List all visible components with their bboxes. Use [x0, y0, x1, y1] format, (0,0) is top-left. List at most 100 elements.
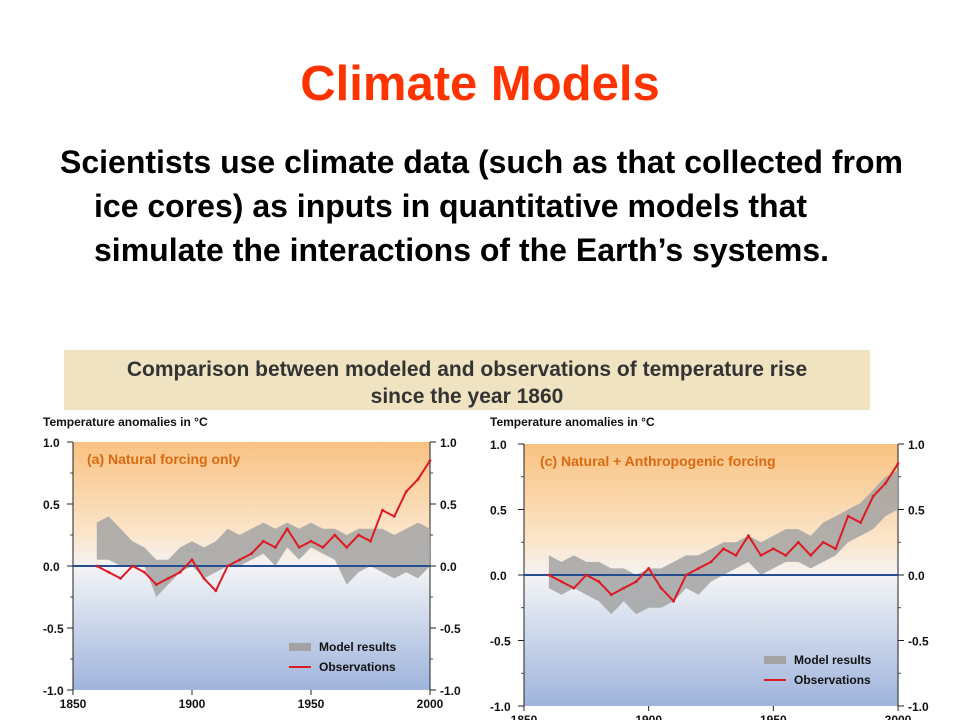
y-tick-label-left: -1.0 — [490, 700, 511, 714]
y-tick-label-left: -0.5 — [490, 635, 511, 649]
observation-point — [214, 589, 218, 593]
observation-point — [107, 570, 111, 574]
y-tick-label-right: 0.0 — [908, 569, 925, 583]
legend-swatch-model — [764, 656, 786, 664]
legend-swatch-model — [289, 643, 311, 651]
y-axis-label: Temperature anomalies in °C — [43, 415, 208, 429]
observation-point — [166, 577, 170, 580]
observation-point — [297, 546, 301, 549]
observation-point — [309, 539, 313, 543]
legend-label-observations: Observations — [319, 660, 396, 674]
observation-point — [321, 546, 325, 549]
observation-point — [250, 552, 253, 555]
observation-point — [584, 573, 588, 577]
y-tick-label-left: 0.0 — [490, 569, 507, 583]
observation-point — [572, 586, 576, 590]
observation-point — [871, 495, 875, 498]
caption-line-2: since the year 1860 — [370, 385, 564, 408]
y-tick-label-left: -1.0 — [43, 684, 64, 698]
y-tick-label-right: 0.0 — [440, 560, 457, 574]
x-tick-label: 2000 — [417, 697, 444, 711]
observation-point — [143, 570, 146, 574]
observation-point — [345, 546, 349, 549]
observation-point — [622, 586, 626, 590]
observation-point — [659, 586, 663, 590]
observation-point — [333, 533, 337, 537]
observation-point — [809, 553, 813, 557]
observation-point — [226, 564, 230, 568]
observation-point — [428, 459, 432, 462]
observation-point — [759, 553, 763, 557]
observation-point — [796, 540, 800, 544]
observation-point — [747, 534, 750, 538]
chart-caption-banner: Comparison between modeled and observati… — [64, 350, 870, 410]
observation-point — [547, 573, 551, 577]
chart-natural-anthropogenic-forcing: Temperature anomalies in °C -1.0 -1.0 -0.5 -… — [490, 415, 929, 720]
slide-body-text: Scientists use climate data (such as tha… — [60, 144, 903, 268]
x-tick-label: 1850 — [511, 713, 538, 720]
panel-title: (c) Natural + Anthropogenic forcing — [540, 453, 776, 469]
slide-title: Climate Models — [300, 57, 660, 111]
legend-label-model: Model results — [319, 640, 397, 654]
x-tick-label: 1950 — [298, 697, 325, 711]
observation-point — [404, 490, 408, 493]
observation-point — [672, 599, 675, 603]
observation-point — [238, 558, 242, 562]
y-axis-label: Temperature anomalies in °C — [490, 415, 655, 429]
observation-point — [734, 553, 738, 557]
y-tick-label-left: 1.0 — [43, 436, 60, 450]
observation-point — [416, 477, 420, 481]
observation-point — [846, 514, 850, 518]
observation-point — [834, 547, 838, 551]
observation-point — [647, 567, 651, 570]
x-tick-label: 1900 — [179, 697, 206, 711]
x-tick-label: 1850 — [60, 697, 87, 711]
observation-point — [262, 539, 265, 543]
y-tick-label-right: 1.0 — [440, 436, 457, 450]
legend-label-observations: Observations — [794, 673, 871, 687]
observation-point — [119, 577, 122, 580]
y-tick-label-right: 0.5 — [908, 504, 925, 518]
observation-point — [178, 570, 182, 574]
observation-point — [285, 527, 289, 531]
y-tick-label-left: 0.5 — [490, 504, 507, 518]
observation-point — [896, 462, 900, 466]
x-tick-label: 2000 — [885, 713, 912, 720]
observation-point — [154, 583, 158, 586]
observation-point — [634, 580, 638, 583]
y-tick-label-left: 0.5 — [43, 498, 60, 512]
x-tick-label: 1950 — [760, 713, 787, 720]
chart-panel-anthropogenic: Temperature anomalies in °C -1.0 -1.0 -0.5 -… — [486, 410, 936, 720]
observation-point — [95, 564, 99, 568]
y-tick-label-right: -1.0 — [440, 684, 461, 698]
y-tick-label-left: 0.0 — [43, 560, 60, 574]
y-tick-label-left: -0.5 — [43, 622, 64, 636]
observation-point — [560, 580, 563, 583]
observation-point — [202, 577, 206, 580]
observation-point — [771, 547, 775, 551]
legend-label-model: Model results — [794, 653, 872, 667]
chart-natural-forcing: Temperature anomalies in °C -1.0 -1.0 -0.5 -… — [43, 415, 461, 711]
y-tick-label-right: -0.5 — [440, 622, 461, 636]
y-tick-label-right: -0.5 — [908, 635, 929, 649]
observation-point — [697, 567, 700, 570]
observation-point — [273, 546, 277, 549]
y-tick-label-right: 1.0 — [908, 438, 925, 452]
observation-point — [709, 560, 713, 564]
observation-point — [190, 558, 194, 562]
x-tick-label: 1900 — [635, 713, 662, 720]
observation-point — [884, 481, 887, 485]
series-model-results-band — [96, 516, 431, 597]
observation-point — [859, 521, 862, 524]
chart-panel-natural: Temperature anomalies in °C -1.0 -1.0 -0.5 -… — [39, 410, 466, 720]
observation-point — [392, 515, 396, 518]
y-tick-label-left: 1.0 — [490, 438, 507, 452]
observation-point — [684, 573, 688, 577]
observation-point — [597, 580, 601, 583]
observation-point — [821, 540, 825, 544]
observation-point — [784, 553, 788, 557]
caption-line-1: Comparison between modeled and observati… — [126, 358, 808, 381]
panel-title: (a) Natural forcing only — [87, 451, 240, 467]
observation-point — [722, 547, 725, 551]
observation-point — [609, 593, 613, 597]
